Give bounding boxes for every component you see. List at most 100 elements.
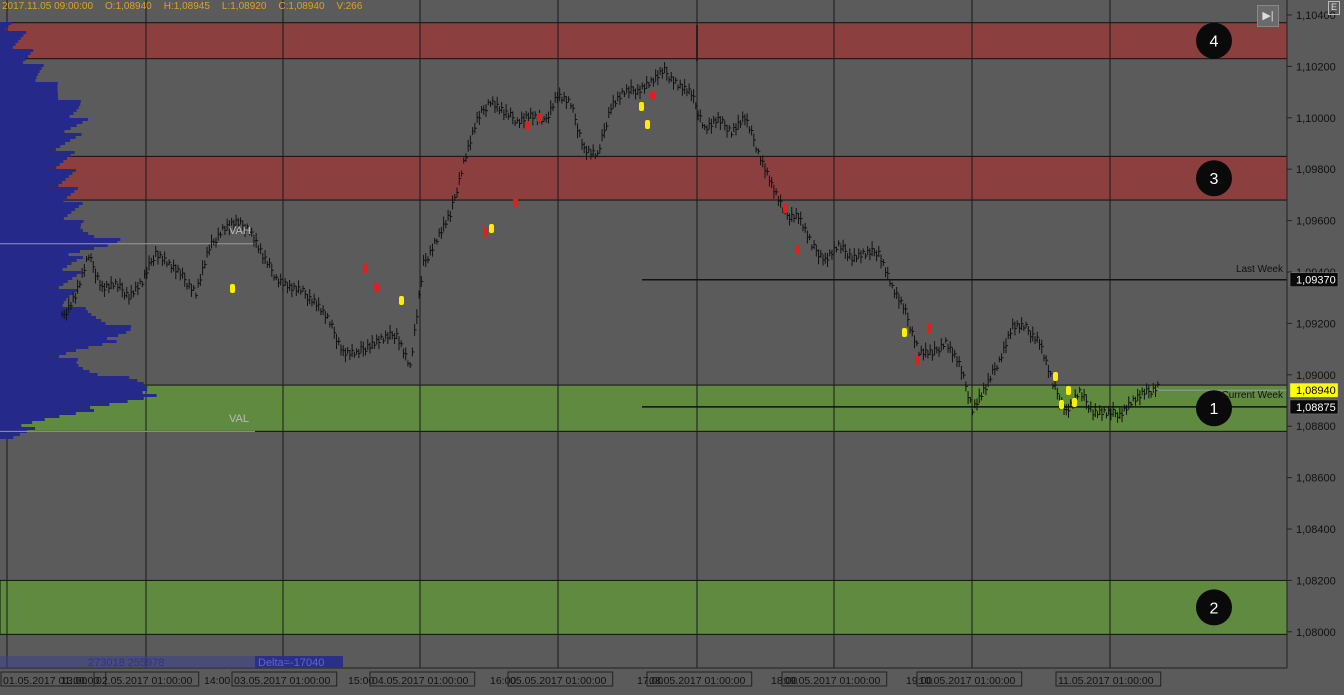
volume-profile-bar <box>0 289 78 292</box>
volume-profile-bar <box>0 286 59 289</box>
volume-profile-bar <box>0 316 97 319</box>
time-axis-label: 13:00 <box>61 675 87 687</box>
volume-cluster-yellow <box>1072 398 1077 407</box>
volume-profile-bar <box>0 223 82 226</box>
volume-profile-bar <box>0 34 24 37</box>
ohlc-low: L:1,08920 <box>221 1 267 12</box>
ohlc-volume: V:266 <box>336 1 363 12</box>
volume-profile-bar <box>0 55 29 58</box>
price-tag-label: 1,08940 <box>1296 385 1336 397</box>
volume-profile-bar <box>0 259 77 262</box>
time-axis-box <box>93 671 200 687</box>
volume-profile-bar <box>0 313 92 316</box>
volume-profile-bar <box>0 295 70 298</box>
volume-profile-bar <box>0 238 121 241</box>
volume-summary: 273018 255978 <box>88 657 164 669</box>
time-axis-box <box>0 671 107 687</box>
volume-summary-box <box>0 656 255 668</box>
skip-forward-icon[interactable]: ▶| <box>1257 5 1279 27</box>
zone-badge-label-1: 1 <box>1210 401 1219 418</box>
volume-profile-bar <box>0 379 138 382</box>
time-axis-panel[interactable] <box>0 668 1287 690</box>
volume-profile-bar <box>0 28 6 31</box>
volume-profile-bar <box>0 283 64 286</box>
time-axis-label: 19:00 <box>906 675 932 687</box>
volume-profile-bar <box>0 52 31 55</box>
volume-profile-bar <box>0 241 118 244</box>
time-axis-label: 04.05.2017 01:00:00 <box>372 675 469 687</box>
time-axis-label: 16:00 <box>490 675 516 687</box>
zone-1-support <box>0 384 1288 432</box>
volume-profile-bar <box>0 358 78 361</box>
volume-cluster-yellow <box>1066 386 1071 395</box>
volume-profile-bar <box>0 436 14 439</box>
volume-profile-bar <box>0 247 95 250</box>
volume-profile-bar <box>0 58 26 61</box>
volume-profile-bar <box>0 208 76 211</box>
volume-profile-bar <box>0 397 144 400</box>
zone-badge-1 <box>1196 390 1232 427</box>
price-axis-panel[interactable] <box>1287 0 1344 668</box>
volume-profile-bar <box>0 388 148 391</box>
volume-profile-bar <box>0 127 71 130</box>
price-tag-label: 1,09370 <box>1296 275 1336 287</box>
volume-cluster-red <box>783 204 788 213</box>
volume-profile-bar <box>0 226 81 229</box>
price-axis-label: 1,08200 <box>1296 575 1336 587</box>
volume-profile-bar <box>0 67 42 70</box>
volume-profile-bar <box>0 343 103 346</box>
time-axis-label: 02.05.2017 01:00:00 <box>96 675 193 687</box>
volume-profile-bar <box>0 178 66 181</box>
volume-profile-bar <box>0 232 89 235</box>
volume-profile-bar <box>0 418 45 421</box>
volume-profile-bar <box>0 217 64 220</box>
volume-profile-bar <box>0 307 86 310</box>
volume-profile-bar <box>0 331 127 334</box>
volume-cluster-red <box>650 91 655 100</box>
volume-profile-bar <box>0 364 79 367</box>
volume-profile-bar <box>0 88 58 91</box>
time-axis-label: 10.05.2017 01:00:00 <box>919 675 1016 687</box>
volume-profile-bar <box>0 235 95 238</box>
volume-cluster-red <box>374 283 379 292</box>
volume-profile-bar <box>0 166 57 169</box>
volume-profile-bar <box>0 31 27 34</box>
volume-profile-bar <box>0 112 74 115</box>
time-axis-label: 14:00 <box>204 675 230 687</box>
price-axis-label: 1,09200 <box>1296 318 1336 330</box>
volume-profile-bar <box>0 151 75 154</box>
volume-profile-bar <box>0 70 40 73</box>
chart-menu-icon[interactable]: E <box>1328 1 1340 15</box>
volume-profile-bar <box>0 322 106 325</box>
delta-value: Delta=-17040 <box>258 657 324 669</box>
volume-cluster-yellow <box>1053 372 1058 381</box>
ohlc-close: C:1,08940 <box>278 1 325 12</box>
time-axis-box <box>781 671 888 687</box>
time-axis-label: 17:00 <box>637 675 663 687</box>
volume-profile-bar <box>0 133 82 136</box>
volume-cluster-yellow <box>902 328 907 337</box>
volume-profile-bar <box>0 103 81 106</box>
zone-3-resistance <box>0 155 1288 201</box>
volume-profile-bar <box>0 76 37 79</box>
price-tag-box <box>1289 399 1339 415</box>
volume-profile-bar <box>0 400 128 403</box>
ohlc-date: 2017.11.05 09:00:00 <box>2 1 94 12</box>
vah-label: VAH <box>229 225 251 237</box>
volume-profile-bar <box>0 22 12 25</box>
volume-profile-bar <box>0 421 33 424</box>
volume-profile-bar <box>0 202 83 205</box>
time-axis-box <box>507 671 614 687</box>
volume-profile-bar <box>0 211 72 214</box>
price-tag-box <box>1289 382 1339 398</box>
volume-profile-bar <box>0 391 143 394</box>
last-week-label: Last Week <box>1236 264 1284 275</box>
price-axis-label: 1,08800 <box>1296 421 1336 433</box>
volume-cluster-yellow <box>399 296 404 305</box>
volume-profile-bar <box>0 82 58 85</box>
volume-profile-bar <box>0 412 76 415</box>
time-axis-label: 09.05.2017 01:00:00 <box>784 675 881 687</box>
volume-profile-bar <box>0 220 84 223</box>
